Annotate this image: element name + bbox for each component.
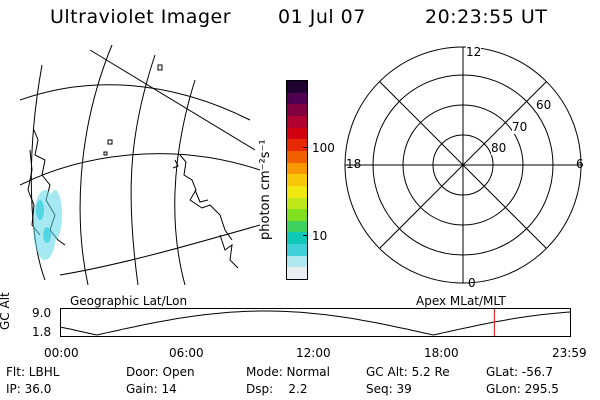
island <box>157 64 163 71</box>
colorbar-segment <box>287 244 307 256</box>
polar-lat-label-80: 80 <box>491 141 507 155</box>
polar-label-right: 6 <box>576 157 584 171</box>
colorbar-segment <box>287 127 307 140</box>
island <box>107 139 113 145</box>
altitude-y-bottom: 1.8 <box>32 325 52 339</box>
x-tick-2359: 23:59 <box>552 346 587 360</box>
polar-label-bottom: 0 <box>468 276 476 290</box>
colorbar-tick-low: 10 <box>312 229 328 243</box>
altitude-y-top: 9.0 <box>32 306 52 320</box>
grid-line <box>89 49 256 151</box>
instrument-title: Ultraviolet Imager <box>50 6 232 28</box>
info-glat: GLat: -56.7 <box>486 365 553 379</box>
apex-caption: Apex MLat/MLT <box>416 294 506 308</box>
polar-label-left: 18 <box>346 157 362 171</box>
parallel-line <box>59 224 260 276</box>
info-gain: Gain: 14 <box>126 382 177 396</box>
parallel-line <box>20 84 251 121</box>
colorbar-segment <box>287 232 307 245</box>
x-tick-0000: 00:00 <box>44 346 79 360</box>
colorbar-segment <box>287 139 307 151</box>
info-filter: Flt: LBHL <box>6 365 60 379</box>
geographic-map <box>20 44 260 285</box>
x-tick-0600: 06:00 <box>169 346 204 360</box>
colorbar-segment <box>287 220 307 233</box>
colorbar-label: photon cm⁻²s⁻¹ <box>258 139 273 240</box>
info-seq: Seq: 39 <box>366 382 412 396</box>
island <box>103 151 108 156</box>
colorbar-segment <box>287 174 307 186</box>
coastline <box>219 234 239 269</box>
observation-time: 20:23:55 UT <box>425 6 548 28</box>
colorbar-segment <box>287 104 307 117</box>
polar-diagonal <box>379 81 547 249</box>
color-scale-bar <box>286 80 308 280</box>
altitude-curve <box>60 310 572 336</box>
colorbar-segment <box>287 209 307 221</box>
polar-lat-label-60: 60 <box>536 98 552 112</box>
colorbar-segment <box>287 92 307 105</box>
coastline <box>179 154 233 241</box>
meridian-line <box>30 64 46 281</box>
polar-plot <box>344 46 582 284</box>
colorbar-segment <box>287 116 307 128</box>
colorbar-segment <box>287 197 307 210</box>
colorbar-segment <box>287 267 307 279</box>
colorbar-segment <box>287 150 307 163</box>
observation-date: 01 Jul 07 <box>278 6 366 28</box>
colorbar-segment <box>287 162 307 175</box>
info-ip: IP: 36.0 <box>6 382 52 396</box>
x-tick-1200: 12:00 <box>296 346 331 360</box>
colorbar-tick-high: 100 <box>312 141 335 155</box>
colorbar-segment <box>287 185 307 198</box>
altitude-axis-label: GC Alt <box>0 292 12 330</box>
info-mode: Mode: Normal <box>246 365 330 379</box>
polar-lat-label-70: 70 <box>512 120 528 134</box>
meridian-line <box>79 44 113 285</box>
altitude-timeline <box>60 308 572 337</box>
meridian-line <box>174 79 196 285</box>
info-dsp: Dsp: 2.2 <box>246 382 308 396</box>
geographic-caption: Geographic Lat/Lon <box>70 294 188 308</box>
meridian-line <box>130 54 156 285</box>
uv-emission-area <box>33 190 62 260</box>
colorbar-segment <box>287 81 307 93</box>
info-glon: GLon: 295.5 <box>486 382 559 396</box>
coastline <box>172 159 179 169</box>
timeline-frame <box>60 308 571 337</box>
colorbar-segment <box>287 255 307 268</box>
info-door: Door: Open <box>126 365 195 379</box>
info-gc-alt: GC Alt: 5.2 Re <box>366 365 450 379</box>
coastline <box>194 189 209 203</box>
polar-label-top: 12 <box>466 45 482 59</box>
x-tick-1800: 18:00 <box>424 346 459 360</box>
parallel-line <box>20 153 260 186</box>
